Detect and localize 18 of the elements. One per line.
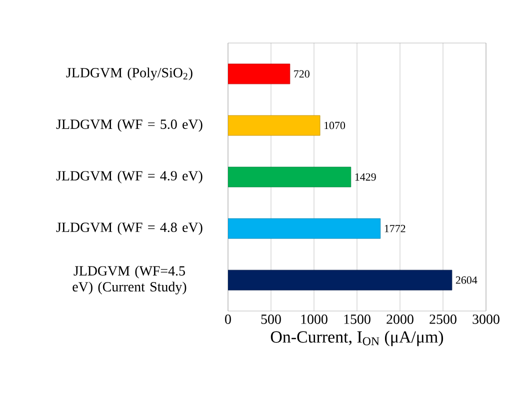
x-tick-label: 1000 [301, 314, 328, 324]
y-tick-label: JLDGVM (WF = 5.0 eV) [56, 119, 202, 132]
x-tick-label: 3000 [472, 314, 500, 324]
x-tick-label: 1500 [344, 314, 370, 324]
y-tick-label: JLDGVM (WF = 4.9 eV) [56, 170, 202, 184]
data-label: 720 [294, 70, 310, 78]
data-label: 1070 [324, 122, 346, 130]
x-tick-label: 2500 [430, 314, 456, 324]
y-tick-label: JLDGVM (WF = 4.8 eV) [56, 222, 202, 235]
x-tick-label: 500 [261, 314, 281, 324]
x-axis-title: On-Current, I$_{ON}$ (μA/μm) [270, 330, 444, 346]
x-tick-label: 2000 [386, 314, 414, 324]
x-tick-label: 0 [225, 314, 231, 324]
data-label: 2604 [456, 276, 478, 284]
y-tick-label: JLDGVM (Poly/SiO$_{2}$) [66, 68, 192, 80]
data-label: 1772 [384, 224, 406, 232]
data-label: 1429 [355, 173, 376, 181]
y-tick-label: JLDGVM (WF=4.5 eV) (Current Study) [72, 266, 186, 294]
